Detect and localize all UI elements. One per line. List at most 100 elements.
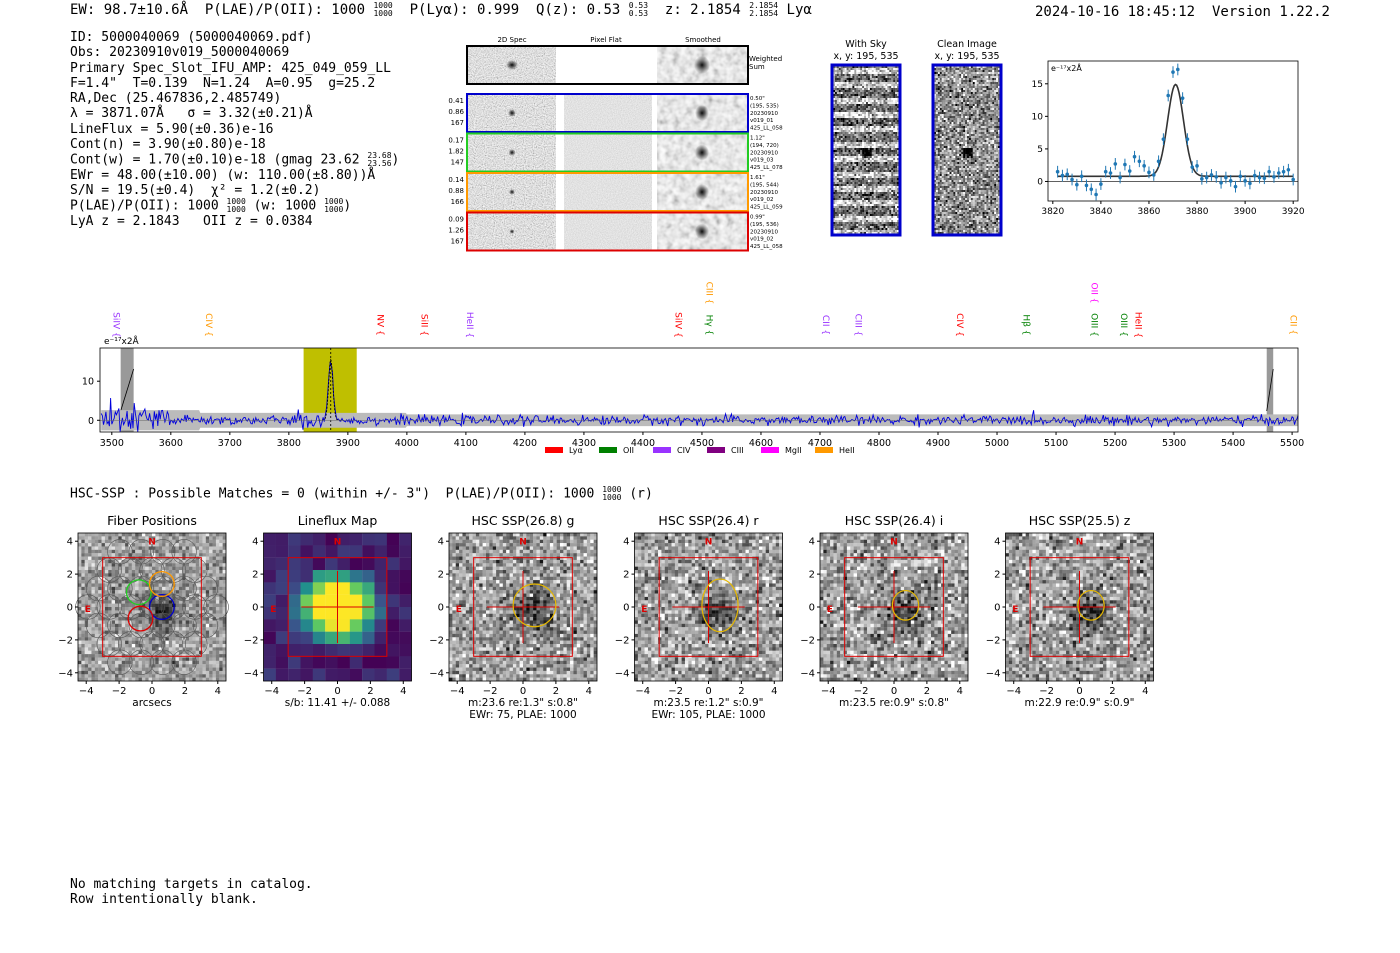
sky-pixel (871, 144, 874, 147)
sky-pixel (895, 192, 898, 195)
sky-pixel (852, 210, 855, 213)
sky-pixel (976, 126, 979, 129)
plae-range: 1000 1000 (226, 197, 246, 215)
row-smoothed-blob (695, 144, 709, 161)
sky-pixel (967, 144, 970, 147)
sky-pixel (984, 100, 987, 103)
sky-pixel (984, 164, 987, 167)
sky-pixel (836, 94, 839, 97)
sky-pixel (873, 108, 876, 111)
sky-pixel (951, 118, 954, 121)
sky-pixel (844, 136, 847, 139)
sky-pixel (939, 120, 942, 123)
sky-pixel (982, 66, 985, 69)
sky-pixel (838, 114, 841, 117)
sky-pixel (840, 186, 843, 189)
sky-pixel (996, 92, 999, 95)
sky-pixel (856, 224, 859, 227)
sky-pixel (844, 76, 847, 79)
sky-pixel (978, 76, 981, 79)
sky-pixel (834, 148, 837, 151)
sky-pixel (873, 154, 876, 157)
sky-pixel (951, 134, 954, 137)
sky-pixel (978, 146, 981, 149)
sky-pixel (974, 106, 977, 109)
sky-pixel (885, 230, 888, 233)
sky-pixel (838, 96, 841, 99)
sky-pixel (935, 152, 938, 155)
weighted-sum-label: Sum (749, 63, 765, 71)
sky-pixel (970, 88, 973, 91)
sky-pixel (978, 162, 981, 165)
sky-pixel (986, 126, 989, 129)
sky-pixel (897, 68, 900, 71)
sky-pixel (994, 112, 997, 115)
sky-pixel (957, 78, 960, 81)
sky-pixel (887, 116, 890, 119)
sky-pixel (897, 176, 900, 179)
sky-pixel (994, 72, 997, 75)
sky-pixel (877, 76, 880, 79)
sky-pixel (887, 150, 890, 153)
sky-pixel (862, 102, 865, 105)
sky-pixel (871, 166, 874, 169)
sky-pixel (871, 96, 874, 99)
sky-pixel (982, 150, 985, 153)
sky-pixel (957, 90, 960, 93)
sky-pixel (842, 86, 845, 89)
sky-pixel (965, 100, 968, 103)
sky-pixel (846, 200, 849, 203)
sky-pixel (934, 112, 937, 115)
sky-pixel (846, 182, 849, 185)
sky-pixel (856, 132, 859, 135)
sky-pixel (998, 120, 1001, 123)
sky-pixel (935, 90, 938, 93)
sky-pixel (949, 126, 952, 129)
sky-pixel (994, 172, 997, 175)
sky-pixel (860, 138, 863, 141)
sky-pixel (875, 178, 878, 181)
sky-pixel (970, 128, 973, 131)
sky-pixel (972, 168, 975, 171)
sky-pixel (864, 210, 867, 213)
sky-pixel (866, 152, 869, 155)
sky-pixel (877, 112, 880, 115)
sky-pixel (867, 72, 870, 75)
sky-pixel (869, 106, 872, 109)
sky-pixel (875, 210, 878, 213)
sky-pixel (879, 72, 882, 75)
sky-pixel (887, 88, 890, 91)
sky-pixel (850, 146, 853, 149)
sky-pixel (988, 166, 991, 169)
sky-pixel (860, 88, 863, 91)
sky-pixel (957, 114, 960, 117)
sky-pixel (883, 114, 886, 117)
sky-pixel (840, 148, 843, 151)
sky-pixel (879, 190, 882, 193)
sky-pixel (937, 166, 940, 169)
sky-pixel (974, 94, 977, 97)
sky-pixel (854, 186, 857, 189)
sky-pixel (935, 114, 938, 117)
sky-pixel (850, 204, 853, 207)
sky-pixel (943, 160, 946, 163)
sky-pixel (869, 94, 872, 97)
sky-pixel (941, 100, 944, 103)
sky-pixel (858, 98, 861, 101)
sky-pixel (893, 148, 896, 151)
sky-pixel (883, 212, 886, 215)
sky-pixel (984, 146, 987, 149)
sky-pixel (972, 122, 975, 125)
sky-pixel (856, 114, 859, 117)
sky-pixel (867, 146, 870, 149)
sky-pixel (895, 66, 898, 69)
sky-pixel (934, 124, 937, 127)
sky-pixel (875, 214, 878, 217)
sky-pixel (943, 178, 946, 181)
sky-pixel (972, 138, 975, 141)
sky-pixel (965, 174, 968, 177)
sky-pixel (996, 106, 999, 109)
sky-pixel (891, 226, 894, 229)
sky-pixel (939, 176, 942, 179)
sky-pixel (873, 180, 876, 183)
